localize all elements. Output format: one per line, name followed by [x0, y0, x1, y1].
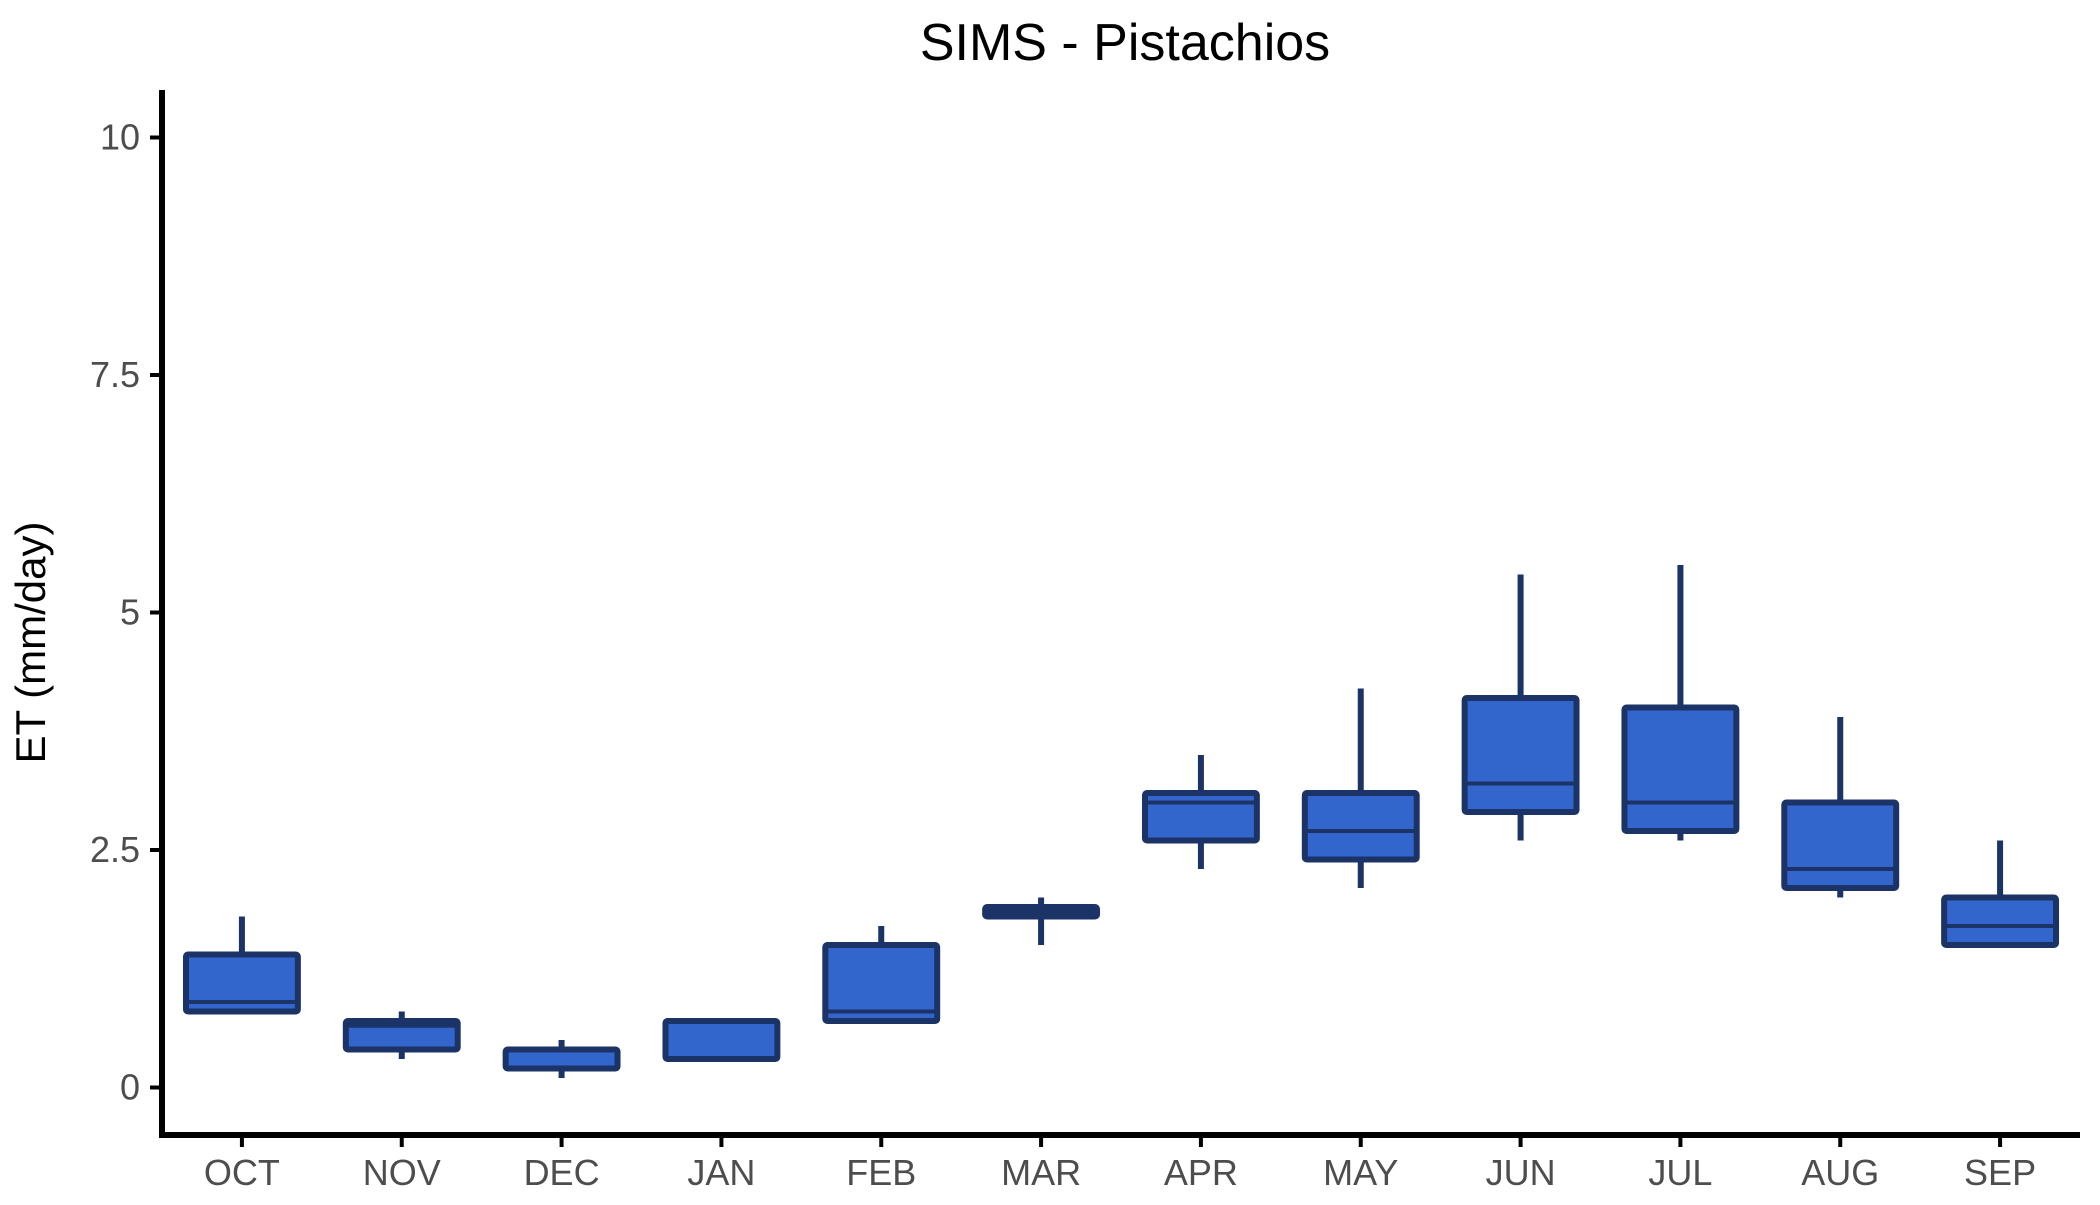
x-tick-label: NOV [363, 1152, 441, 1193]
box-body [1781, 799, 1900, 891]
y-tick-label: 0 [120, 1067, 140, 1108]
box-body [1621, 704, 1740, 834]
x-tick-label: APR [1164, 1152, 1238, 1193]
x-tick-label: AUG [1801, 1152, 1879, 1193]
x-tick-label: JUL [1648, 1152, 1712, 1193]
box-aug [1781, 717, 1900, 898]
box-body [1301, 790, 1420, 863]
box-body [822, 942, 941, 1024]
x-tick-label: JAN [687, 1152, 755, 1193]
box-body [662, 1018, 781, 1062]
chart-title: SIMS - Pistachios [920, 14, 1330, 72]
box-sep [1941, 840, 2060, 948]
box-jul [1621, 565, 1740, 841]
box-body [1141, 790, 1260, 844]
x-tick-label: OCT [204, 1152, 280, 1193]
x-tick-label: SEP [1964, 1152, 2036, 1193]
box-body [342, 1018, 461, 1053]
x-axis: OCT NOV DEC JAN FEB MAR APR MAY JUN JUL AUG SEP [159, 1132, 2080, 1193]
y-tick-label: 2.5 [90, 829, 140, 870]
box-jan [662, 1018, 781, 1062]
y-tick-label: 5 [120, 592, 140, 633]
x-tick-label: FEB [846, 1152, 916, 1193]
y-axis-label: ET (mm/day) [7, 522, 54, 764]
y-tick-label: 10 [100, 117, 140, 158]
box-nov [342, 1011, 461, 1059]
x-tick-label: MAR [1001, 1152, 1081, 1193]
box-body [182, 951, 301, 1015]
box-body [502, 1046, 621, 1072]
box-feb [822, 926, 941, 1024]
x-tick-label: MAY [1323, 1152, 1398, 1193]
box-body [1941, 894, 2060, 948]
y-axis: 0 2.5 5 7.5 10 [90, 90, 165, 1135]
box-oct [182, 916, 301, 1015]
box-body [1461, 695, 1580, 815]
plot-area [182, 565, 2060, 1078]
box-dec [502, 1040, 621, 1078]
box-apr [1141, 755, 1260, 869]
box-jun [1461, 574, 1580, 841]
x-tick-label: JUN [1486, 1152, 1556, 1193]
x-tick-label: DEC [524, 1152, 600, 1193]
box-may [1301, 688, 1420, 888]
y-tick-label: 7.5 [90, 354, 140, 395]
box-mar [982, 897, 1101, 945]
